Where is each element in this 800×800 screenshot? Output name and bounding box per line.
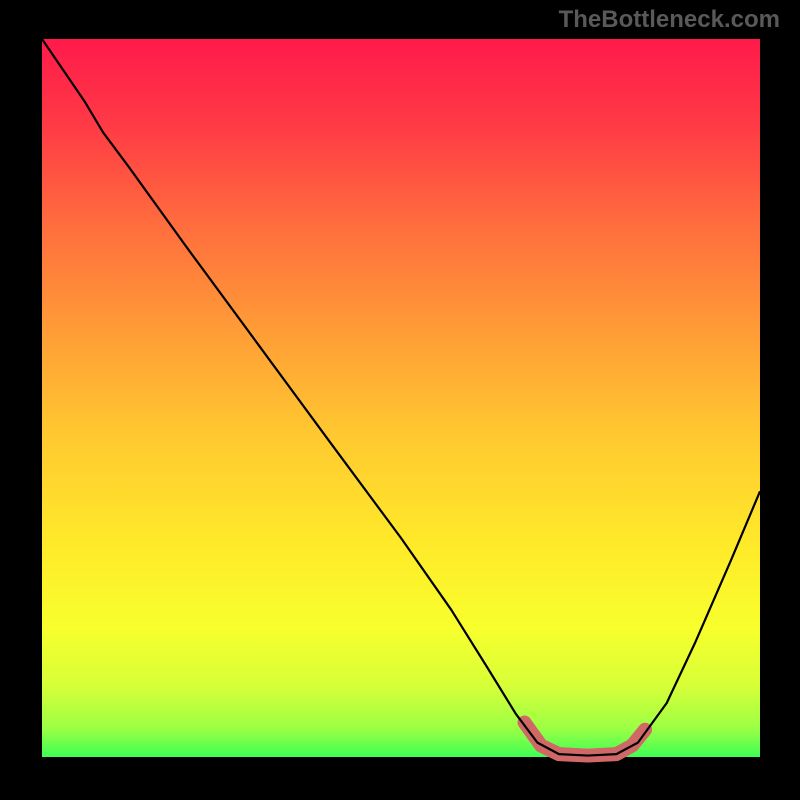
chart-root: TheBottleneck.com [0,0,800,800]
plot-background [42,39,760,757]
watermark-label: TheBottleneck.com [559,6,780,34]
bottleneck-curve-chart [0,0,800,800]
